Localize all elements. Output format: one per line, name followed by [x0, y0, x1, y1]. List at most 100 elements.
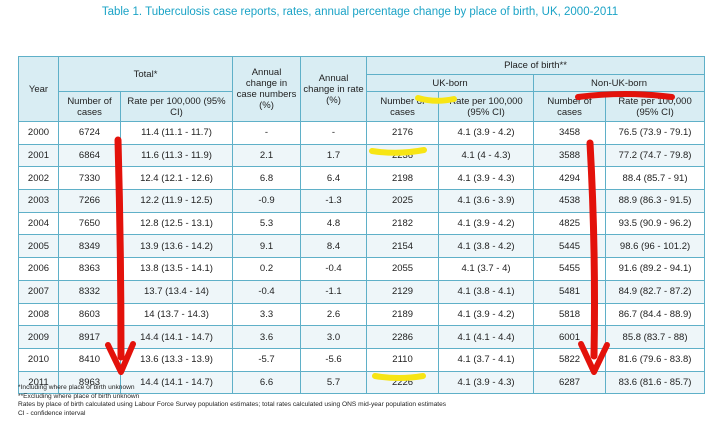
header-nonuk-rate: Rate per 100,000 (95% CI) [605, 91, 706, 122]
cell-nonuk-cases: 4538 [533, 189, 607, 213]
cell-change-cases: -0.4 [232, 279, 302, 304]
cell-uk-cases: 2154 [366, 234, 440, 259]
footnotes: *Including where place of birth unknown … [18, 384, 708, 418]
cell-year: 2002 [18, 166, 59, 191]
cell-total-rate: 13.9 (13.6 - 14.2) [119, 234, 234, 259]
cell-year: 2009 [18, 325, 59, 349]
cell-year: 2008 [18, 302, 59, 327]
cell-nonuk-rate: 81.6 (79.6 - 83.8) [605, 347, 706, 372]
table-row: 2000 6724 11.4 (11.1 - 11.7) - -2176 4.1 (3.9… [18, 121, 706, 145]
cell-total-rate: 13.7 (13.4 - 14) [119, 279, 234, 304]
cell-nonuk-cases: 5455 [533, 257, 607, 281]
table-title: Table 1. Tuberculosis case reports, rate… [101, 6, 619, 18]
cell-total-rate: 11.4 (11.1 - 11.7) [119, 121, 234, 145]
table-body: 2000 6724 11.4 (11.1 - 11.7) - -2176 4.1 (3.9… [18, 121, 706, 395]
cell-uk-rate: 4.1 (3.9 - 4.3) [438, 370, 535, 395]
cell-total-cases: 7266 [58, 189, 121, 213]
cell-change-rate: 1.7 [300, 143, 368, 168]
cell-total-rate: 12.8 (12.5 - 13.1) [119, 211, 234, 236]
cell-change-cases: 6.6 [232, 370, 302, 395]
cell-change-rate: 8.4 [300, 234, 368, 259]
cell-total-rate: 14.4 (14.1 - 14.7) [119, 370, 234, 395]
cell-uk-rate: 4.1 (4.1 - 4.4) [438, 325, 535, 349]
header-non-uk-born: Non-UK-born [533, 74, 706, 92]
cell-year: 2004 [18, 211, 59, 236]
cell-change-rate: -0.4 [300, 257, 368, 281]
cell-change-cases: 2.1 [232, 143, 302, 168]
footnote: CI - confidence interval [18, 409, 86, 417]
cell-uk-cases: 2236 [366, 143, 440, 168]
cell-nonuk-rate: 93.5 (90.9 - 96.2) [605, 211, 706, 236]
cell-total-rate: 12.4 (12.1 - 12.6) [119, 166, 234, 191]
table-row: 2003 7266 12.2 (11.9 - 12.5) -0.9 -1.3 2025 4.… [18, 189, 706, 213]
cell-year: 2007 [18, 279, 59, 304]
table-row: 2001 6864 11.6 (11.3 - 11.9) 2.1 1.7 2236 4.1 … [18, 143, 706, 168]
cell-uk-cases: 2189 [366, 302, 440, 327]
table-row: 2002 7330 12.4 (12.1 - 12.6) 6.8 6.4 2198 4.1 … [18, 166, 706, 191]
cell-total-cases: 7650 [58, 211, 121, 236]
footnote: **Excluding where place of birth unknown [18, 392, 140, 400]
cell-nonuk-cases: 3458 [533, 121, 607, 145]
table-row: 2004 7650 12.8 (12.5 - 13.1) 5.3 4.8 2182 4.1 … [18, 211, 706, 236]
cell-year: 2011 [18, 370, 59, 395]
cell-change-cases: -5.7 [232, 347, 302, 372]
cell-nonuk-rate: 86.7 (84.4 - 88.9) [605, 302, 706, 327]
cell-uk-rate: 4.1 (3.9 - 4.2) [438, 302, 535, 327]
cell-nonuk-cases: 5445 [533, 234, 607, 259]
cell-change-rate: -5.6 [300, 347, 368, 372]
cell-total-rate: 13.6 (13.3 - 13.9) [119, 347, 234, 372]
header-total-cases: Number of cases [58, 91, 121, 122]
cell-uk-rate: 4.1 (3.6 - 3.9) [438, 189, 535, 213]
cell-total-rate: 14.4 (14.1 - 14.7) [119, 325, 234, 349]
cell-uk-cases: 2286 [366, 325, 440, 349]
cell-uk-cases: 2055 [366, 257, 440, 281]
cell-change-cases: 3.6 [232, 325, 302, 349]
cell-uk-rate: 4.1 (3.9 - 4.2) [438, 121, 535, 145]
cell-nonuk-rate: 88.9 (86.3 - 91.5) [605, 189, 706, 213]
cell-uk-rate: 4.1 (3.7 - 4) [438, 257, 535, 281]
cell-uk-rate: 4.1 (4 - 4.3) [438, 143, 535, 168]
cell-nonuk-cases: 5822 [533, 347, 607, 372]
cell-nonuk-cases: 4825 [533, 211, 607, 236]
table-row: 2005 8349 13.9 (13.6 - 14.2) 9.1 8.4 2154 4.1 … [18, 234, 706, 259]
cell-change-rate: 6.4 [300, 166, 368, 191]
cell-uk-cases: 2198 [366, 166, 440, 191]
table-row: 2007 8332 13.7 (13.4 - 14) -0.4 -1.1 2129 4.1 … [18, 279, 706, 304]
cell-nonuk-cases: 5481 [533, 279, 607, 304]
cell-uk-rate: 4.1 (3.9 - 4.2) [438, 211, 535, 236]
cell-change-cases: -0.9 [232, 189, 302, 213]
cell-change-rate: -1.3 [300, 189, 368, 213]
cell-uk-cases: 2110 [366, 347, 440, 372]
cell-change-rate: 4.8 [300, 211, 368, 236]
cell-total-rate: 13.8 (13.5 - 14.1) [119, 257, 234, 281]
header-total: Total* [57, 56, 234, 92]
cell-year: 2010 [18, 347, 59, 372]
cell-uk-rate: 4.1 (3.9 - 4.3) [438, 166, 535, 191]
cell-uk-rate: 4.1 (3.8 - 4.1) [438, 279, 535, 304]
table-row: 2009 8917 14.4 (14.1 - 14.7) 3.6 3.0 2286 4.1 … [18, 325, 706, 349]
cell-total-cases: 6724 [58, 121, 121, 145]
cell-year: 2000 [18, 121, 59, 145]
cell-change-cases: 0.2 [232, 257, 302, 281]
cell-nonuk-rate: 76.5 (73.9 - 79.1) [605, 121, 706, 145]
cell-change-rate: - [300, 121, 368, 145]
cell-total-cases: 6864 [58, 143, 121, 168]
cell-year: 2005 [18, 234, 59, 259]
cell-change-cases: 5.3 [232, 211, 302, 236]
cell-nonuk-rate: 85.8 (83.7 - 88) [605, 325, 706, 349]
cell-year: 2006 [18, 257, 59, 281]
cell-nonuk-rate: 83.6 (81.6 - 85.7) [605, 370, 706, 395]
cell-nonuk-rate: 91.6 (89.2 - 94.1) [605, 257, 706, 281]
cell-total-cases: 7330 [58, 166, 121, 191]
cell-nonuk-rate: 98.6 (96 - 101.2) [605, 234, 706, 259]
cell-uk-rate: 4.1 (3.7 - 4.1) [438, 347, 535, 372]
header-year: Year [18, 56, 59, 122]
header-uk-born: UK-born [366, 74, 535, 92]
table-row: 2008 8603 14 (13.7 - 14.3) 3.3 2.6 2189 4.1 (3… [18, 302, 706, 327]
footnote: Rates by place of birth calculated using… [18, 401, 447, 409]
cell-total-rate: 14 (13.7 - 14.3) [119, 302, 234, 327]
cell-total-cases: 8349 [58, 234, 121, 259]
cell-uk-cases: 2182 [366, 211, 440, 236]
cell-uk-rate: 4.1 (3.8 - 4.2) [438, 234, 535, 259]
cell-change-cases: 3.3 [232, 302, 302, 327]
